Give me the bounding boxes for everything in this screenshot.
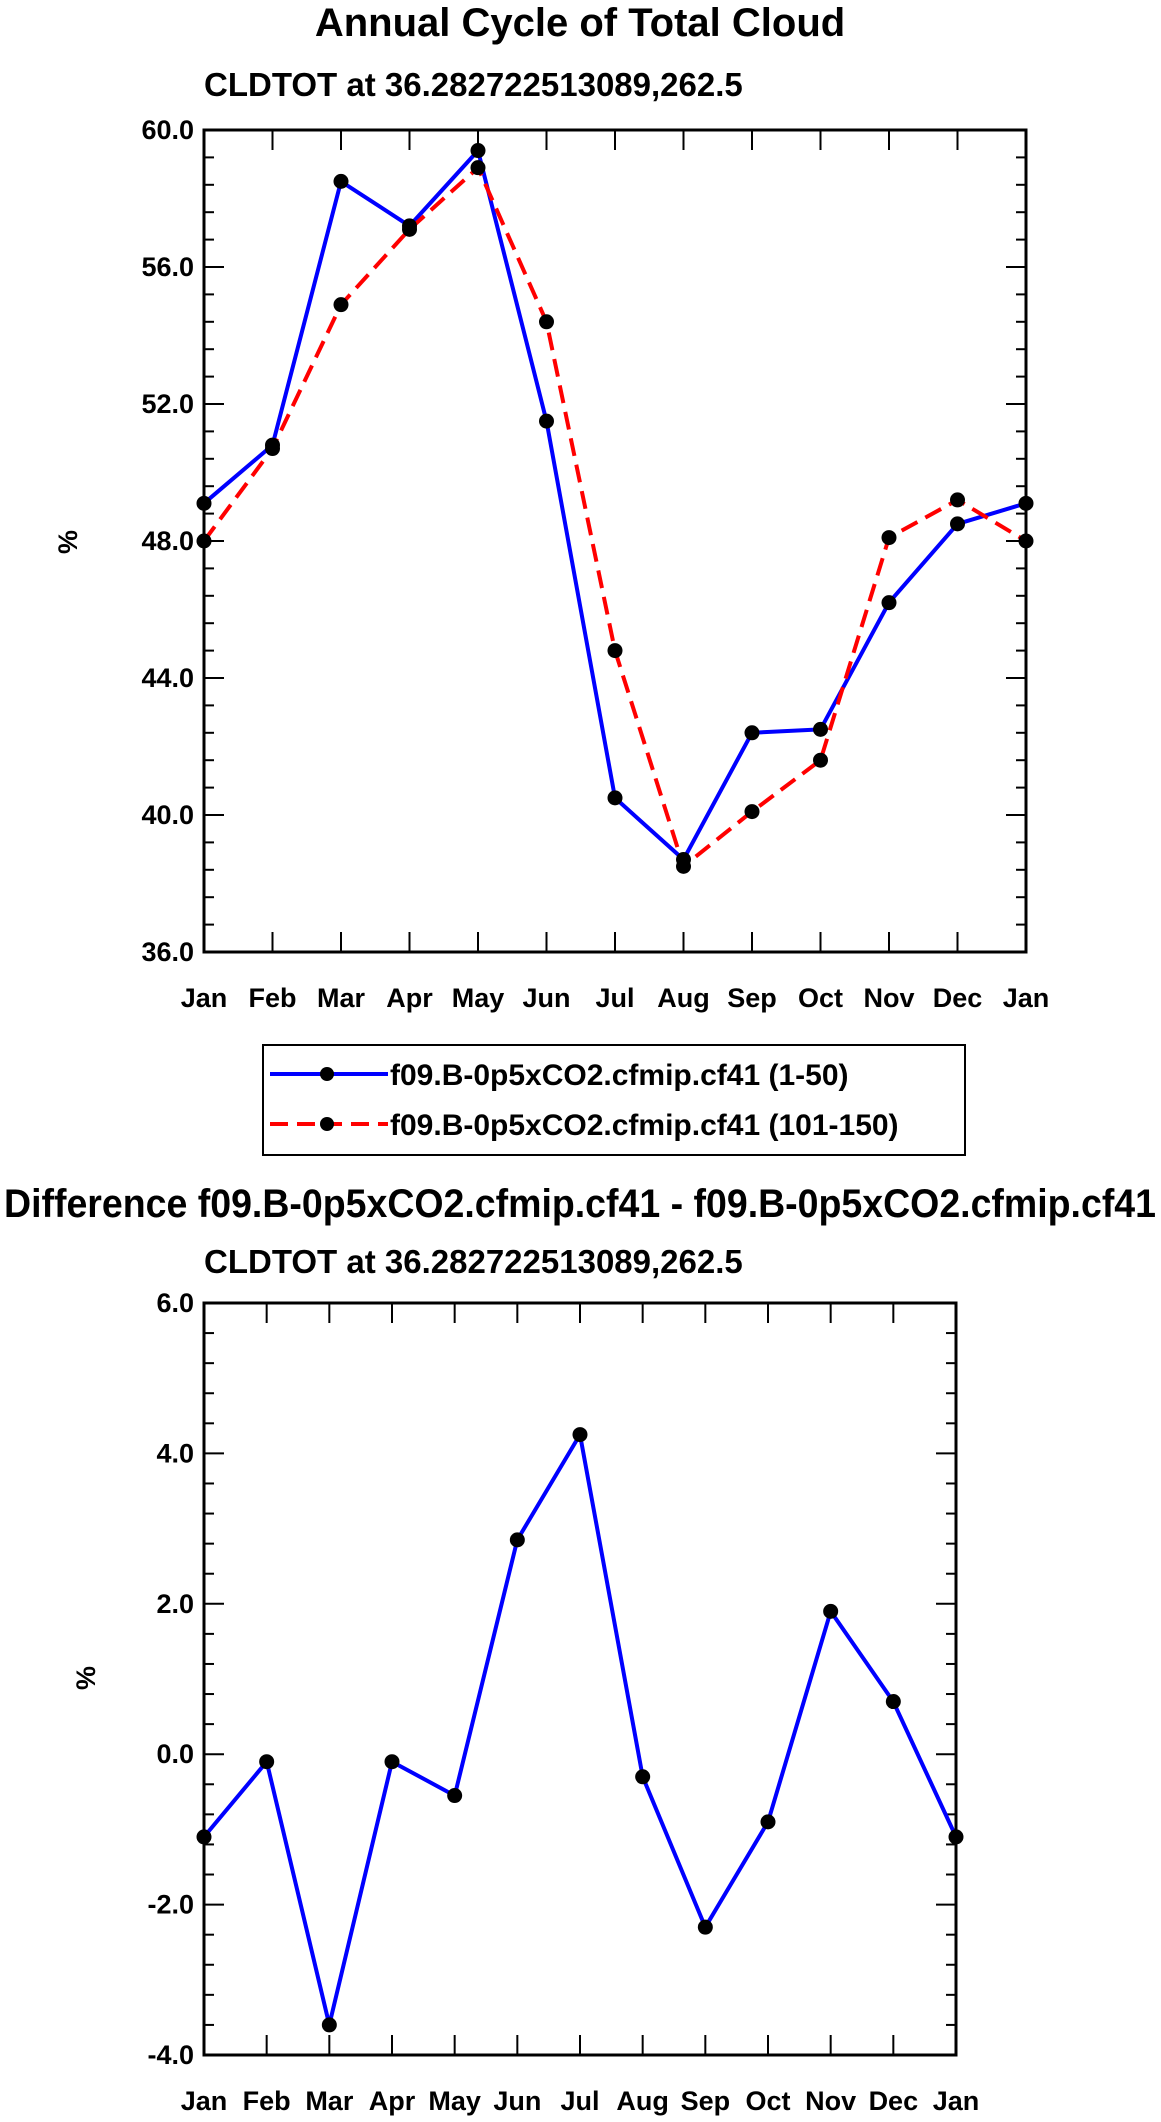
y-tick-label: 36.0	[141, 937, 194, 967]
x-tick-label: Jan	[1003, 983, 1050, 1013]
x-tick-label: Mar	[305, 2086, 354, 2116]
data-point-series-2	[470, 160, 486, 176]
data-point-series-1	[813, 721, 828, 737]
x-tick-label: Nov	[863, 983, 914, 1013]
data-point-series-1	[470, 143, 486, 159]
chart-1: Annual Cycle of Total Cloud CLDTOT at 36…	[53, 1, 1050, 1156]
x-tick-label: May	[452, 983, 505, 1013]
data-point-series-2	[539, 314, 554, 330]
x-tick-label: Aug	[657, 983, 709, 1013]
x-tick-label: Jul	[595, 983, 634, 1013]
x-tick-label: Feb	[248, 983, 296, 1013]
x-tick-label: Jan	[933, 2086, 980, 2116]
y-tick-label: 56.0	[141, 252, 194, 282]
x-tick-label: Apr	[386, 983, 433, 1013]
data-point-series-2	[402, 221, 417, 237]
y-tick-label: -2.0	[147, 1890, 194, 1920]
data-point-series-1	[744, 725, 760, 741]
y-tick-label: 48.0	[141, 526, 194, 556]
chart-1-x-tick-labels: Jan Feb Mar Apr May Jun Jul Aug Sep Oct Nov Dec Jan	[181, 983, 1050, 1013]
data-point-series-2	[950, 492, 965, 508]
chart-2-title: Difference f09.B-0p5xCO2.cfmip.cf41 - f0…	[4, 1182, 1156, 1226]
chart-2-plot-frame	[202, 1301, 958, 2057]
series-line-1	[202, 148, 1027, 862]
chart-1-plot-frame	[202, 128, 1028, 954]
chart-2-subtitle: CLDTOT at 36.282722513089,262.5	[204, 1243, 743, 1280]
data-point-series-1	[760, 1814, 776, 1830]
chart-2-ticks	[203, 1302, 957, 2056]
data-point-series-1	[509, 1532, 525, 1548]
data-point-series-1	[321, 2017, 337, 2033]
legend-label-series-2: f09.B-0p5xCO2.cfmip.cf41 (101-150)	[390, 1109, 899, 1142]
x-tick-label: Sep	[727, 983, 777, 1013]
y-tick-label: 4.0	[156, 1438, 194, 1468]
x-tick-label: Mar	[317, 983, 366, 1013]
series-line-1	[202, 1432, 958, 2027]
y-tick-label: 2.0	[156, 1589, 194, 1619]
data-point-series-1	[572, 1427, 588, 1443]
x-tick-label: Aug	[616, 2086, 668, 2116]
data-point-series-1	[697, 1919, 713, 1935]
data-point-series-1	[607, 790, 623, 806]
x-tick-label: Nov	[805, 2086, 856, 2116]
data-point-series-1	[333, 173, 349, 189]
chart-1-ticks	[203, 129, 1027, 953]
x-tick-label: Oct	[798, 983, 843, 1013]
legend-label-series-1: f09.B-0p5xCO2.cfmip.cf41 (1-50)	[390, 1059, 849, 1092]
x-tick-label: May	[428, 2086, 481, 2116]
x-tick-label: Jun	[522, 983, 570, 1013]
y-tick-label: 6.0	[156, 1288, 194, 1318]
x-tick-label: Sep	[681, 2086, 731, 2116]
data-point-series-2	[607, 643, 623, 659]
chart-1-title: Annual Cycle of Total Cloud	[315, 1, 845, 45]
data-point-series-1	[447, 1788, 463, 1804]
y-tick-label: 44.0	[141, 663, 194, 693]
data-point-series-1	[823, 1603, 839, 1619]
x-tick-label: Dec	[869, 2086, 919, 2116]
chart-2: Difference f09.B-0p5xCO2.cfmip.cf41 - f0…	[4, 1182, 1156, 2116]
x-tick-label: Jan	[181, 2086, 228, 2116]
y-tick-label: 0.0	[156, 1739, 194, 1769]
chart-2-x-tick-labels: Jan Feb Mar Apr May Jun Jul Aug Sep Oct Nov Dec Jan	[181, 2086, 980, 2116]
x-tick-label: Jan	[181, 983, 228, 1013]
data-point-series-1	[950, 516, 965, 532]
chart-1-y-tick-labels: 36.0 40.0 44.0 48.0 52.0 56.0 60.0	[141, 115, 194, 967]
legend-marker-series-1	[320, 1067, 334, 1081]
x-tick-label: Dec	[933, 983, 983, 1013]
data-point-series-2	[333, 297, 349, 313]
x-tick-label: Jul	[560, 2086, 599, 2116]
chart-1-legend: f09.B-0p5xCO2.cfmip.cf41 (1-50) f09.B-0p…	[262, 1044, 966, 1156]
y-tick-label: 52.0	[141, 389, 194, 419]
chart-1-subtitle: CLDTOT at 36.282722513089,262.5	[204, 66, 743, 103]
data-point-series-1	[885, 1694, 901, 1710]
y-tick-label: 60.0	[141, 115, 194, 145]
data-point-series-1	[259, 1754, 275, 1770]
data-point-series-2	[881, 530, 897, 546]
chart-2-y-tick-labels: -4.0 -2.0 0.0 2.0 4.0 6.0	[147, 1288, 194, 2070]
data-point-series-2	[265, 441, 280, 457]
data-point-series-1	[635, 1769, 651, 1785]
data-point-series-1	[881, 595, 897, 611]
legend-box	[262, 1044, 966, 1156]
x-tick-label: Oct	[745, 2086, 790, 2116]
y-tick-label: 40.0	[141, 800, 194, 830]
x-tick-label: Feb	[243, 2086, 291, 2116]
legend-marker-series-2	[320, 1117, 334, 1131]
data-point-series-2	[813, 752, 828, 768]
data-point-series-2	[676, 858, 691, 874]
data-point-series-1	[539, 413, 554, 429]
data-point-series-1	[384, 1754, 400, 1770]
x-tick-label: Apr	[369, 2086, 416, 2116]
x-tick-label: Jun	[493, 2086, 541, 2116]
series-line-2	[202, 165, 1028, 869]
data-point-series-2	[744, 804, 760, 820]
chart-2-series	[196, 1427, 964, 2033]
chart-1-y-axis-label: %	[53, 530, 83, 554]
chart-2-y-axis-label: %	[71, 1666, 101, 1690]
chart-1-series	[196, 143, 1034, 874]
y-tick-label: -4.0	[147, 2040, 194, 2070]
